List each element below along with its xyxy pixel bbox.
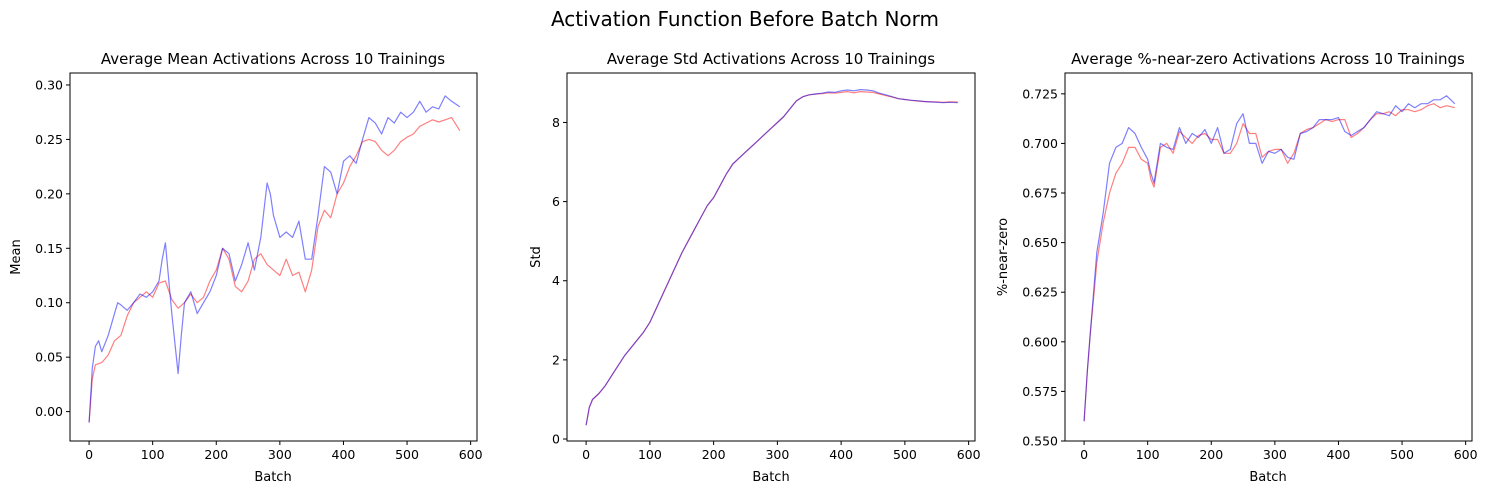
x-tick-label: 0 <box>582 447 590 462</box>
x-tick-label: 600 <box>1454 447 1478 462</box>
y-tick-label: 0.550 <box>1022 434 1058 449</box>
series-line-red <box>88 116 461 423</box>
series-line-blue <box>88 95 461 423</box>
y-axis-label: Std <box>529 246 544 268</box>
chart-panel-std: Average Std Activations Across 10 Traini… <box>529 50 981 485</box>
x-axis-label: Batch <box>1249 470 1286 485</box>
figure-suptitle: Activation Function Before Batch Norm <box>551 7 939 31</box>
y-tick-label: 0.05 <box>35 350 63 365</box>
y-tick-label: 0.15 <box>35 241 63 256</box>
x-tick-label: 100 <box>638 447 662 462</box>
y-tick-label: 2 <box>552 352 560 367</box>
x-axis-label: Batch <box>752 470 789 485</box>
y-tick-label: 0.625 <box>1022 285 1058 300</box>
y-tick-label: 0.700 <box>1022 136 1058 151</box>
y-tick-label: 0.20 <box>35 186 63 201</box>
x-tick-label: 300 <box>765 447 789 462</box>
chart-panel-near-zero: Average %-near-zero Activations Across 1… <box>996 50 1478 485</box>
chart-title: Average Mean Activations Across 10 Train… <box>101 50 445 68</box>
y-tick-label: 0.10 <box>35 295 63 310</box>
x-tick-label: 600 <box>459 447 483 462</box>
x-tick-label: 0 <box>85 447 93 462</box>
y-tick-label: 0.30 <box>35 77 63 92</box>
y-tick-label: 0.650 <box>1022 235 1058 250</box>
series-line-red <box>1083 103 1455 422</box>
axes-frame <box>69 72 478 442</box>
x-tick-label: 100 <box>141 447 165 462</box>
y-tick-label: 0.725 <box>1022 86 1058 101</box>
y-tick-label: 0 <box>552 432 560 447</box>
x-tick-label: 200 <box>204 447 228 462</box>
y-tick-label: 0.600 <box>1022 334 1058 349</box>
x-tick-label: 500 <box>1390 447 1414 462</box>
x-tick-label: 400 <box>1327 447 1351 462</box>
x-axis-label: Batch <box>254 470 291 485</box>
y-tick-label: 4 <box>552 273 560 288</box>
x-tick-label: 500 <box>395 447 419 462</box>
axes-frame <box>566 72 976 442</box>
y-tick-label: 0.00 <box>35 404 63 419</box>
axes-frame <box>1064 72 1473 442</box>
y-axis-label: Mean <box>9 239 24 274</box>
x-tick-label: 200 <box>1199 447 1223 462</box>
y-tick-label: 8 <box>552 115 560 130</box>
x-tick-label: 200 <box>702 447 726 462</box>
y-tick-label: 0.675 <box>1022 186 1058 201</box>
y-tick-label: 0.25 <box>35 132 63 147</box>
chart-title: Average %-near-zero Activations Across 1… <box>1071 50 1465 68</box>
x-tick-label: 300 <box>268 447 292 462</box>
x-tick-label: 600 <box>957 447 981 462</box>
y-axis-label: %-near-zero <box>996 218 1011 296</box>
y-tick-label: 0.575 <box>1022 384 1058 399</box>
chart-title: Average Std Activations Across 10 Traini… <box>607 50 935 68</box>
x-tick-label: 0 <box>1080 447 1088 462</box>
x-tick-label: 400 <box>332 447 356 462</box>
x-tick-label: 500 <box>893 447 917 462</box>
series-line-blue <box>1083 95 1456 422</box>
chart-panel-mean: Average Mean Activations Across 10 Train… <box>9 50 483 485</box>
x-tick-label: 100 <box>1136 447 1160 462</box>
series-line-blue <box>585 88 958 426</box>
x-tick-label: 400 <box>829 447 853 462</box>
x-tick-label: 300 <box>1263 447 1287 462</box>
y-tick-label: 6 <box>552 194 560 209</box>
